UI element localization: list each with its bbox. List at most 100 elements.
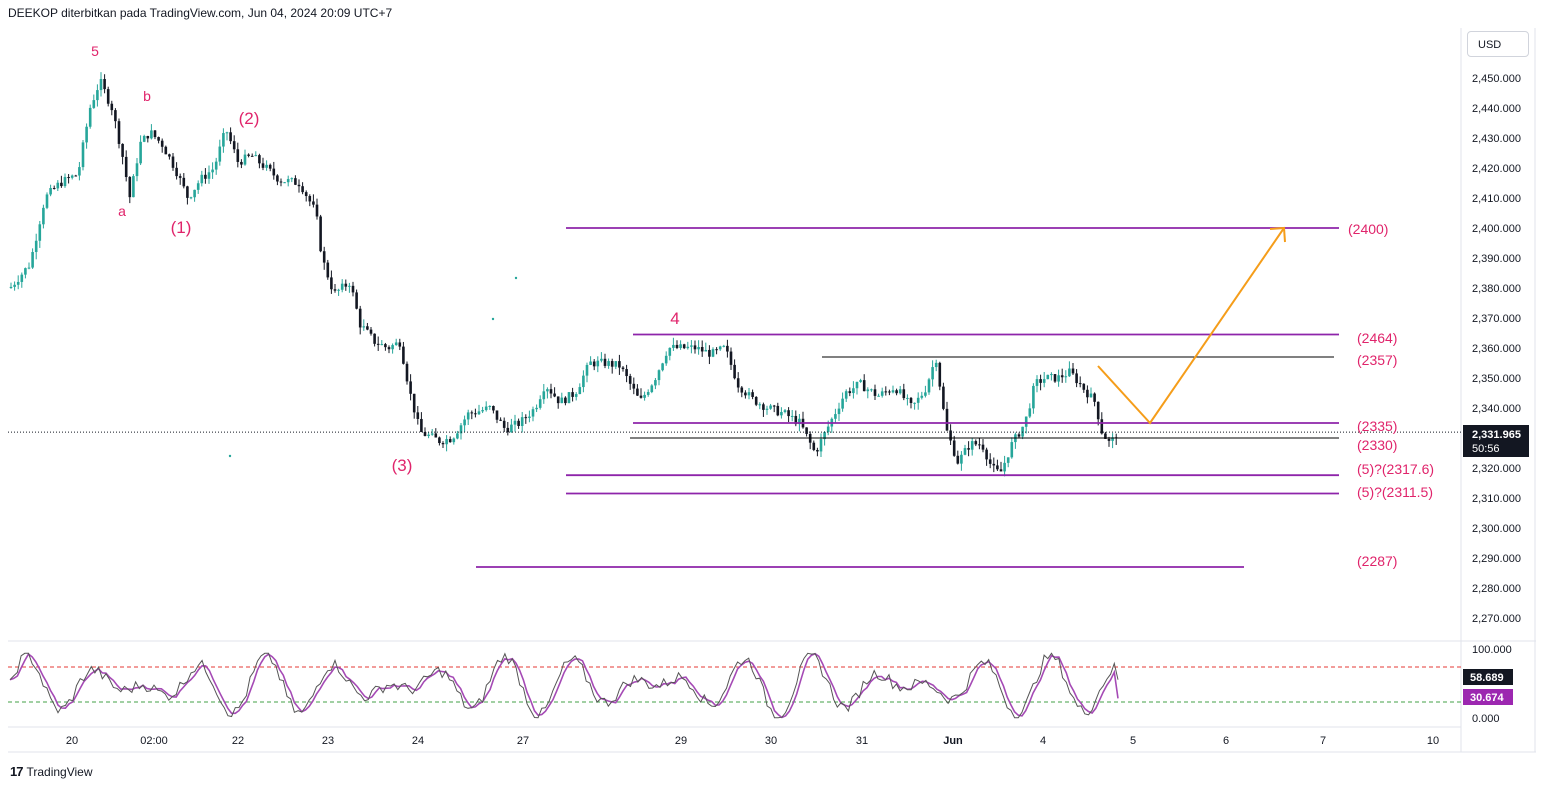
candle-body bbox=[387, 347, 391, 350]
candle-body bbox=[866, 389, 870, 392]
candle-body bbox=[218, 146, 222, 162]
candle-body bbox=[499, 419, 502, 421]
candle-body bbox=[312, 201, 315, 205]
candle-body bbox=[574, 394, 578, 397]
candle-body bbox=[726, 345, 729, 352]
candle-body bbox=[409, 381, 412, 394]
candle-body bbox=[438, 437, 441, 444]
candle-body bbox=[589, 361, 592, 365]
candle-body bbox=[182, 177, 186, 187]
candle-body bbox=[207, 172, 211, 179]
candle-body bbox=[168, 154, 171, 157]
candle-body bbox=[924, 392, 927, 396]
candle-body bbox=[517, 420, 520, 427]
candle-body bbox=[643, 394, 646, 398]
candle-body bbox=[373, 333, 376, 344]
price-tick: 2,400.000 bbox=[1472, 223, 1521, 235]
candle-body bbox=[877, 395, 880, 397]
candle-body bbox=[787, 410, 790, 417]
candle-body bbox=[556, 396, 560, 404]
candle-body bbox=[560, 397, 564, 404]
currency-selector[interactable]: USD bbox=[1467, 31, 1529, 57]
time-axis[interactable]: 20 02:00 22 23 24 27 29 30 31 Jun 4 5 6 7 10 bbox=[66, 735, 1439, 747]
candle-body bbox=[632, 383, 636, 389]
candle-body bbox=[445, 439, 448, 445]
candle-body bbox=[45, 194, 49, 208]
candle-body bbox=[1035, 379, 1039, 386]
candle-body bbox=[1039, 379, 1042, 383]
price-tick: 2,450.000 bbox=[1472, 73, 1521, 85]
candle-body bbox=[679, 344, 682, 348]
candle-body bbox=[1104, 433, 1107, 439]
candle-body bbox=[88, 107, 92, 127]
candle-body bbox=[607, 361, 610, 366]
price-tick: 2,310.000 bbox=[1472, 493, 1521, 505]
candle-body bbox=[448, 439, 452, 443]
candle-body bbox=[441, 443, 445, 445]
candle-body bbox=[783, 410, 787, 413]
candle-body bbox=[340, 283, 344, 290]
candle-body bbox=[142, 135, 146, 142]
candle-body bbox=[258, 155, 261, 164]
candle-body bbox=[459, 425, 463, 434]
candle-body bbox=[1107, 438, 1111, 441]
candle-body bbox=[729, 351, 733, 365]
candle-body bbox=[466, 412, 470, 420]
price-axis[interactable]: 2,450.000 2,440.000 2,430.000 2,420.000 2,41… bbox=[1472, 73, 1521, 625]
candle-body bbox=[60, 182, 63, 187]
candle-body bbox=[229, 132, 232, 142]
candle-body bbox=[909, 397, 913, 404]
candle-body bbox=[117, 121, 121, 144]
candle-body bbox=[398, 342, 402, 347]
time-tick: 22 bbox=[232, 735, 244, 747]
candle-body bbox=[945, 408, 949, 431]
candle-body bbox=[121, 143, 124, 157]
candle-body bbox=[1050, 374, 1053, 376]
candle-body bbox=[481, 410, 484, 412]
candle-body bbox=[668, 347, 672, 356]
candle-body bbox=[614, 361, 618, 367]
projection-path bbox=[1097, 227, 1285, 425]
price-tick: 2,410.000 bbox=[1472, 193, 1521, 205]
candle-body bbox=[405, 363, 409, 382]
candle-body bbox=[38, 224, 42, 241]
candle-body bbox=[780, 412, 783, 416]
candle-body bbox=[646, 392, 650, 395]
time-tick: Jun bbox=[943, 735, 963, 747]
price-tick: 2,350.000 bbox=[1472, 373, 1521, 385]
candle-body bbox=[895, 390, 898, 394]
candle-body bbox=[128, 177, 132, 198]
candle-body bbox=[751, 392, 754, 397]
time-tick: 23 bbox=[322, 735, 334, 747]
footer-branding[interactable]: 17 TradingView bbox=[10, 764, 93, 779]
candle-body bbox=[1096, 401, 1100, 420]
candle-body bbox=[913, 402, 916, 404]
candle-body bbox=[603, 358, 607, 366]
candle-body bbox=[20, 274, 24, 282]
candle-body bbox=[1100, 419, 1104, 434]
candle-body bbox=[132, 176, 135, 198]
candle-body bbox=[970, 441, 974, 450]
candle-body bbox=[902, 389, 906, 399]
candle-body bbox=[776, 405, 780, 416]
candle-body bbox=[650, 385, 654, 393]
candle-body bbox=[232, 141, 236, 150]
candle-body bbox=[978, 444, 981, 446]
candle-body bbox=[700, 347, 704, 352]
candle-body bbox=[848, 391, 852, 394]
osc-d-value: 30.674 bbox=[1470, 692, 1505, 704]
candle-body bbox=[621, 367, 625, 370]
candle-body bbox=[1064, 376, 1068, 378]
candle-body bbox=[139, 141, 142, 164]
candle-body bbox=[67, 177, 70, 179]
candle-body bbox=[697, 347, 700, 350]
candle-body bbox=[427, 434, 430, 436]
candle-body bbox=[261, 163, 265, 168]
candle-body bbox=[31, 252, 34, 268]
candle-body bbox=[1042, 379, 1046, 383]
candle-body bbox=[211, 169, 214, 173]
candle-body bbox=[348, 285, 351, 287]
candle-body bbox=[736, 378, 740, 388]
candle-body bbox=[852, 388, 855, 394]
